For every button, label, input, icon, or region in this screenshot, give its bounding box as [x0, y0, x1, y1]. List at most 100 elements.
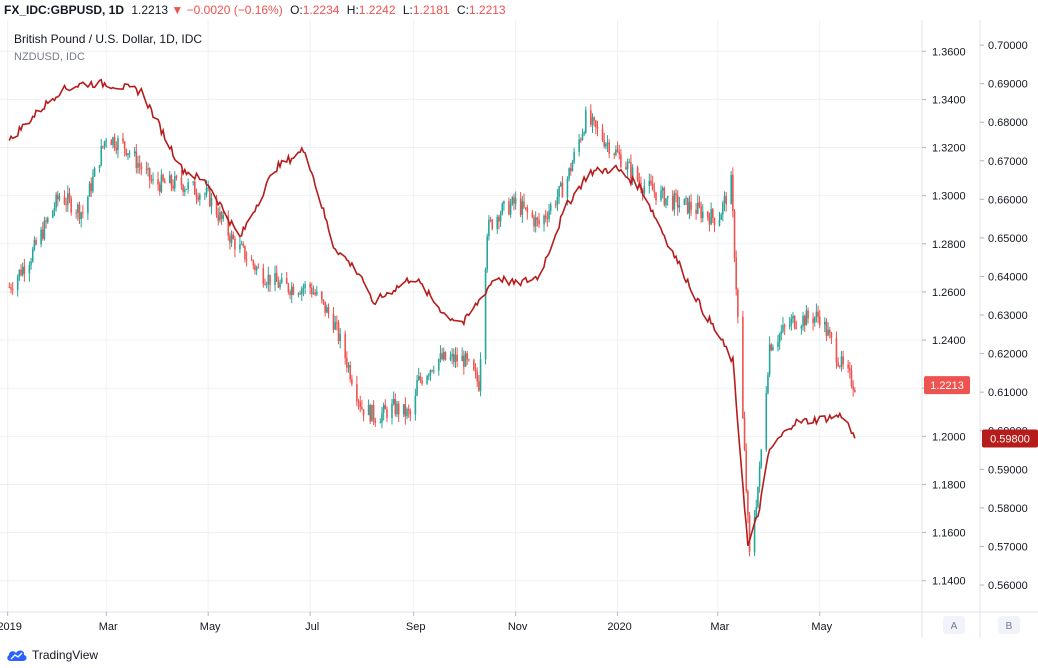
candle-body-345 — [815, 311, 818, 318]
candle-body-273 — [648, 180, 651, 187]
candle-body-62 — [152, 179, 154, 181]
candle-body-295 — [698, 202, 701, 207]
candle-body-296 — [700, 206, 702, 219]
candle-body-187 — [444, 351, 447, 360]
candle-body-216 — [513, 197, 515, 204]
candle-body-242 — [573, 151, 575, 163]
candle-body-304 — [720, 214, 722, 220]
time-tick-label-4: Sep — [406, 621, 426, 633]
candle-body-131 — [314, 292, 316, 295]
candle-body-255 — [605, 143, 607, 147]
candle-body-151 — [361, 407, 363, 410]
low-label: L: — [402, 3, 413, 17]
time-axis[interactable]: 2019 Mar May Jul Sep Nov 2020 Mar May — [0, 612, 833, 633]
candle-body-264 — [626, 162, 629, 170]
candle-body-241 — [571, 162, 574, 172]
candle-body-297 — [701, 211, 704, 219]
time-tick-label-3: Jul — [305, 621, 319, 633]
candle-body-213 — [508, 201, 510, 215]
candle-body-184 — [439, 353, 442, 360]
time-tick-label-2: May — [200, 621, 221, 633]
candle-body-201 — [478, 381, 480, 391]
price-tick-label-b-4: 0.66000 — [988, 194, 1028, 206]
candle-body-124 — [299, 293, 301, 295]
candle-body-268 — [636, 167, 639, 181]
high-value: 1.2242 — [358, 3, 396, 17]
candle-body-109 — [264, 283, 266, 285]
candle-body-176 — [419, 376, 422, 380]
candle-body-130 — [312, 292, 315, 294]
candle-body-83 — [204, 194, 206, 196]
candle-body-283 — [671, 195, 674, 210]
candle-body-294 — [696, 202, 699, 214]
price-axis-nzdusd[interactable]: 0.70000 0.69000 0.68000 0.67000 0.66000 0.650… — [980, 40, 1028, 592]
candle-body-175 — [417, 376, 420, 381]
candle-body-318 — [753, 516, 756, 552]
candle-body-290 — [686, 197, 689, 214]
candle-body-246 — [583, 132, 585, 134]
candle-body-106 — [255, 267, 258, 271]
candle-body-225 — [534, 217, 537, 227]
price-tick-label-a-11: 1.1400 — [932, 576, 966, 588]
candle-body-302 — [713, 217, 716, 226]
candle-body-148 — [356, 384, 358, 402]
candle-body-103 — [250, 259, 253, 261]
candle-body-4 — [18, 269, 21, 277]
axis-button-b[interactable]: B — [998, 616, 1020, 634]
candle-body-301 — [712, 209, 714, 218]
high-label: H: — [346, 3, 359, 17]
candle-body-57 — [140, 166, 143, 170]
candle-body-309 — [732, 174, 734, 212]
candle-body-3 — [16, 276, 19, 290]
price-chart[interactable]: 1.3600 1.3400 1.3200 1.3000 1.2800 1.2600 1.24… — [0, 20, 1038, 638]
axis-button-a[interactable]: A — [943, 616, 965, 634]
candle-body-312 — [737, 289, 739, 317]
candle-body-238 — [566, 178, 569, 198]
candle-body-169 — [404, 404, 407, 417]
candle-body-2 — [11, 289, 14, 291]
candle-body-117 — [280, 277, 283, 283]
symbol-label[interactable]: FX_IDC:GBPUSD, 1D — [4, 3, 125, 17]
footer-brand[interactable]: TradingView — [6, 648, 98, 662]
price-tick-label-b-2: 0.68000 — [988, 117, 1028, 129]
candle-body-65 — [160, 174, 163, 192]
candle-body-158 — [379, 422, 382, 424]
candle-body-326 — [770, 344, 773, 351]
candle-body-281 — [665, 198, 667, 206]
candle-body-235 — [558, 186, 560, 197]
candle-body-347 — [818, 316, 821, 325]
candle-body-19 — [53, 207, 56, 211]
candle-body-335 — [792, 316, 794, 319]
low-value: 1.2181 — [412, 3, 450, 17]
legend-compare-series[interactable]: NZDUSD, IDC — [14, 51, 85, 63]
price-axis-gbpusd[interactable]: 1.3600 1.3400 1.3200 1.3000 1.2800 1.2600 1.24… — [922, 46, 966, 588]
candle-body-358 — [847, 364, 849, 369]
candle-body-210 — [499, 214, 502, 222]
candle-body-114 — [275, 273, 278, 282]
candle-body-274 — [650, 180, 652, 185]
candle-body-186 — [442, 351, 445, 360]
price-tick-label-a-0: 1.3600 — [932, 46, 966, 58]
candle-body-250 — [593, 117, 595, 121]
price-tick-label-a-9: 1.1800 — [932, 479, 966, 491]
candle-body-261 — [618, 151, 621, 155]
candle-body-256 — [606, 142, 609, 144]
candle-body-85 — [207, 187, 209, 189]
candle-body-277 — [655, 192, 657, 201]
candle-body-110 — [265, 284, 268, 286]
candle-body-104 — [252, 260, 255, 266]
candle-body-54 — [135, 151, 138, 168]
legend-main-series[interactable]: British Pound / U.S. Dollar, 1D, IDC — [14, 32, 202, 46]
candle-body-180 — [429, 370, 432, 376]
candle-body-219 — [521, 201, 524, 215]
candle-body-134 — [322, 299, 325, 302]
candle-body-23 — [63, 196, 66, 205]
candle-body-319 — [755, 507, 758, 517]
candle-body-291 — [688, 201, 691, 214]
candle-body-81 — [197, 197, 199, 200]
candle-body-136 — [326, 307, 328, 313]
candle-body-56 — [138, 163, 141, 167]
candle-body-325 — [768, 344, 771, 375]
candle-body-46 — [115, 147, 118, 151]
candle-body-346 — [817, 311, 819, 317]
